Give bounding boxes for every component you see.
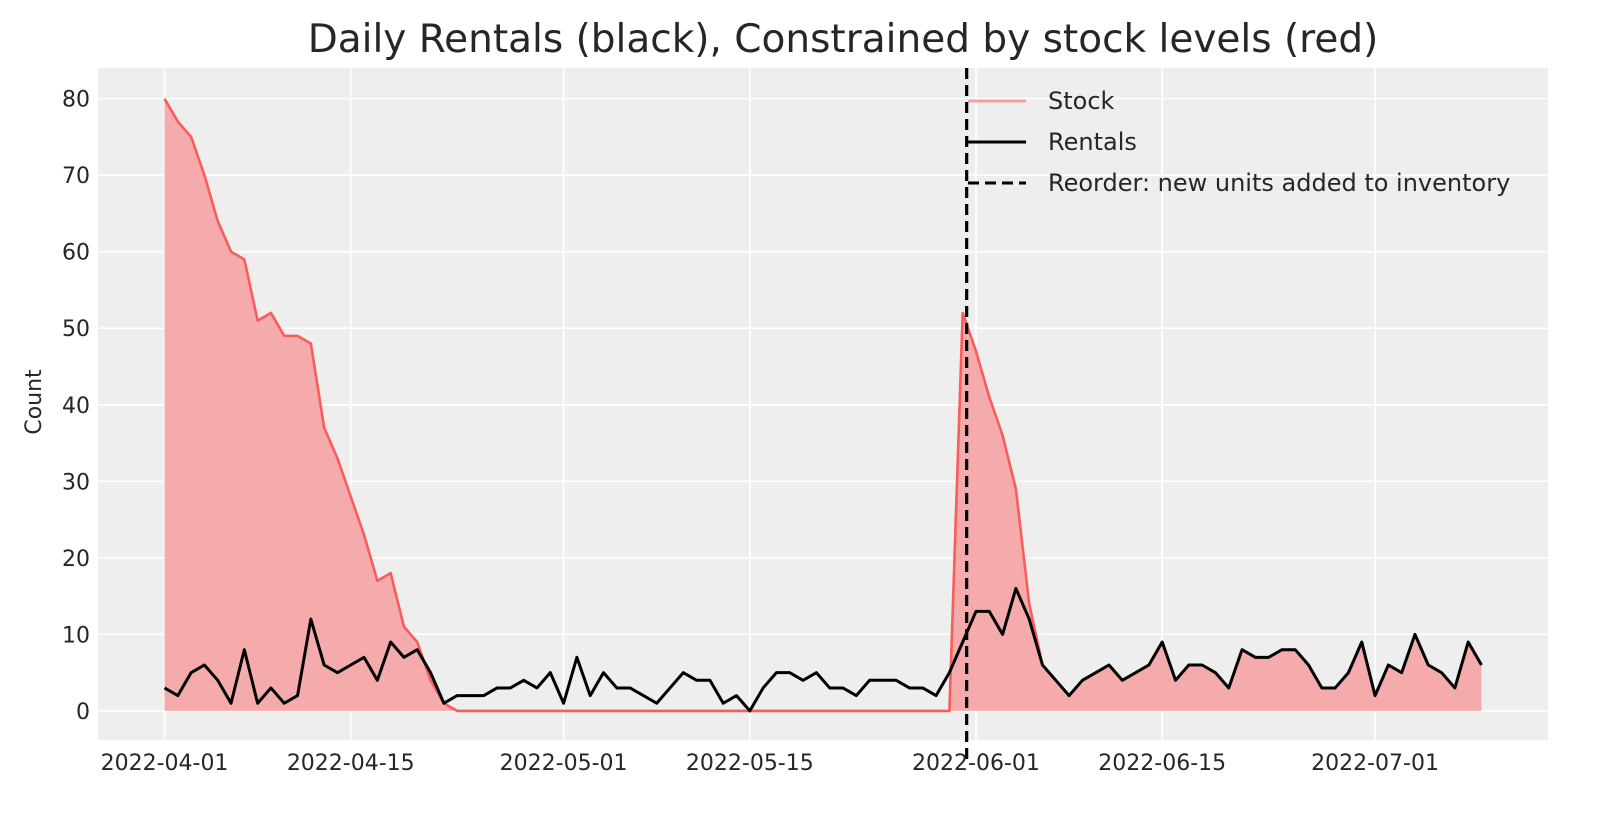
- chart-title: Daily Rentals (black), Constrained by st…: [308, 17, 1379, 62]
- legend-label: Stock: [1048, 87, 1115, 115]
- x-tick-label: 2022-07-01: [1311, 751, 1439, 776]
- x-tick-label: 2022-05-15: [686, 751, 814, 776]
- y-tick-label: 70: [62, 164, 90, 189]
- y-tick-label: 20: [62, 547, 90, 572]
- x-tick-label: 2022-04-01: [101, 751, 229, 776]
- y-tick-label: 40: [62, 394, 90, 419]
- legend-item-rentals: Rentals: [968, 128, 1137, 156]
- y-tick-label: 50: [62, 317, 90, 342]
- legend-label: Rentals: [1048, 128, 1137, 156]
- legend-label: Reorder: new units added to inventory: [1048, 169, 1510, 197]
- x-tick-label: 2022-05-01: [500, 751, 628, 776]
- x-tick-labels: 2022-04-01 2022-04-15 2022-05-01 2022-05-15…: [101, 751, 1439, 776]
- y-tick-label: 80: [62, 88, 90, 113]
- x-tick-label: 2022-04-15: [287, 751, 415, 776]
- stock-area: [164, 98, 1482, 711]
- legend: Stock Rentals Reorder: new units added to …: [968, 87, 1510, 197]
- x-tick-label: 2022-06-01: [912, 751, 1040, 776]
- y-tick-label: 0: [76, 700, 90, 725]
- legend-item-stock: Stock: [968, 87, 1115, 115]
- series-layer: [163, 68, 1483, 765]
- y-axis-label: Count: [22, 369, 47, 435]
- y-tick-label: 60: [62, 241, 90, 266]
- x-tick-label: 2022-06-15: [1098, 751, 1226, 776]
- legend-item-reorder: Reorder: new units added to inventory: [968, 169, 1510, 197]
- rentals-line: [163, 586, 1483, 713]
- y-tick-label: 10: [62, 623, 90, 648]
- y-tick-label: 30: [62, 470, 90, 495]
- y-tick-labels: 0 10 20 30 40 50 60 70 80: [62, 88, 90, 725]
